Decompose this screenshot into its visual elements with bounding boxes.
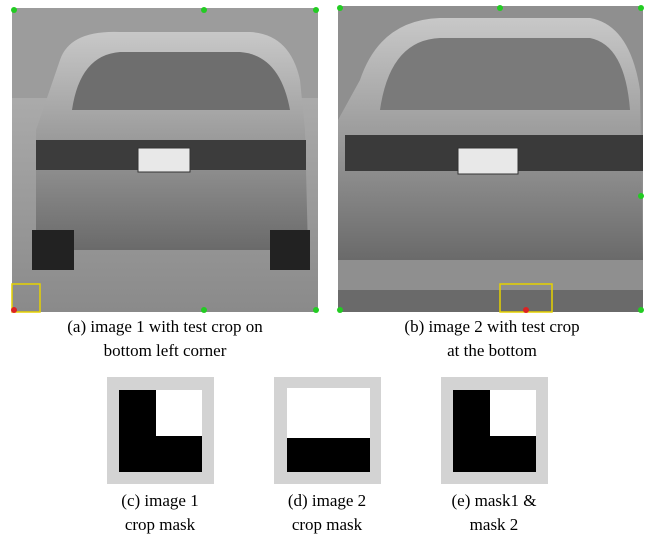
figure: (a) image 1 with test crop on bottom lef…	[0, 0, 649, 537]
caption-line: (b) image 2 with test crop	[404, 317, 579, 336]
caption-line: bottom left corner	[104, 341, 227, 360]
caption-line: crop mask	[125, 515, 196, 534]
caption-line: mask 2	[470, 515, 519, 534]
mask-e	[441, 377, 548, 484]
caption-line: (a) image 1 with test crop on	[67, 317, 263, 336]
photo-2	[337, 5, 644, 313]
mask-d	[274, 377, 381, 484]
mask-c	[107, 377, 214, 484]
caption-line: (c) image 1	[121, 491, 198, 510]
photo-1	[11, 7, 319, 313]
page: (a) image 1 with test crop on bottom lef…	[0, 0, 649, 537]
caption-line: (d) image 2	[288, 491, 366, 510]
caption-line: crop mask	[292, 515, 363, 534]
caption-line: (e) mask1 &	[452, 491, 537, 510]
caption-line: at the bottom	[447, 341, 537, 360]
